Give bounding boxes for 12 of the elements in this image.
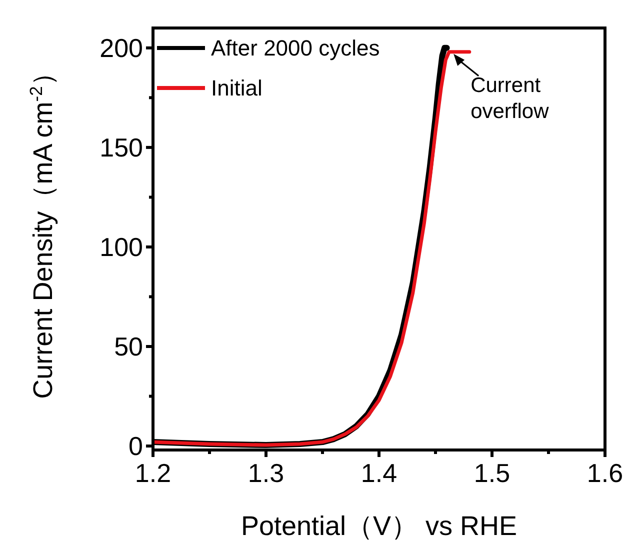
x-tick-label: 1.5 bbox=[474, 458, 510, 488]
y-tick-label: 50 bbox=[114, 332, 143, 362]
y-tick-label: 150 bbox=[100, 132, 143, 163]
x-axis-title: Potential（V） vs RHE bbox=[240, 511, 518, 541]
y-tick-label: 200 bbox=[100, 33, 143, 64]
x-tick-label: 1.6 bbox=[586, 458, 624, 488]
y-tick-label: 100 bbox=[100, 232, 143, 262]
x-tick-label: 1.3 bbox=[248, 458, 284, 488]
legend-label: After 2000 cycles bbox=[211, 36, 380, 61]
annotation: Current overflow bbox=[470, 74, 550, 123]
x-tick-label: 1.4 bbox=[360, 458, 398, 488]
legend-label: Initial bbox=[211, 76, 262, 101]
